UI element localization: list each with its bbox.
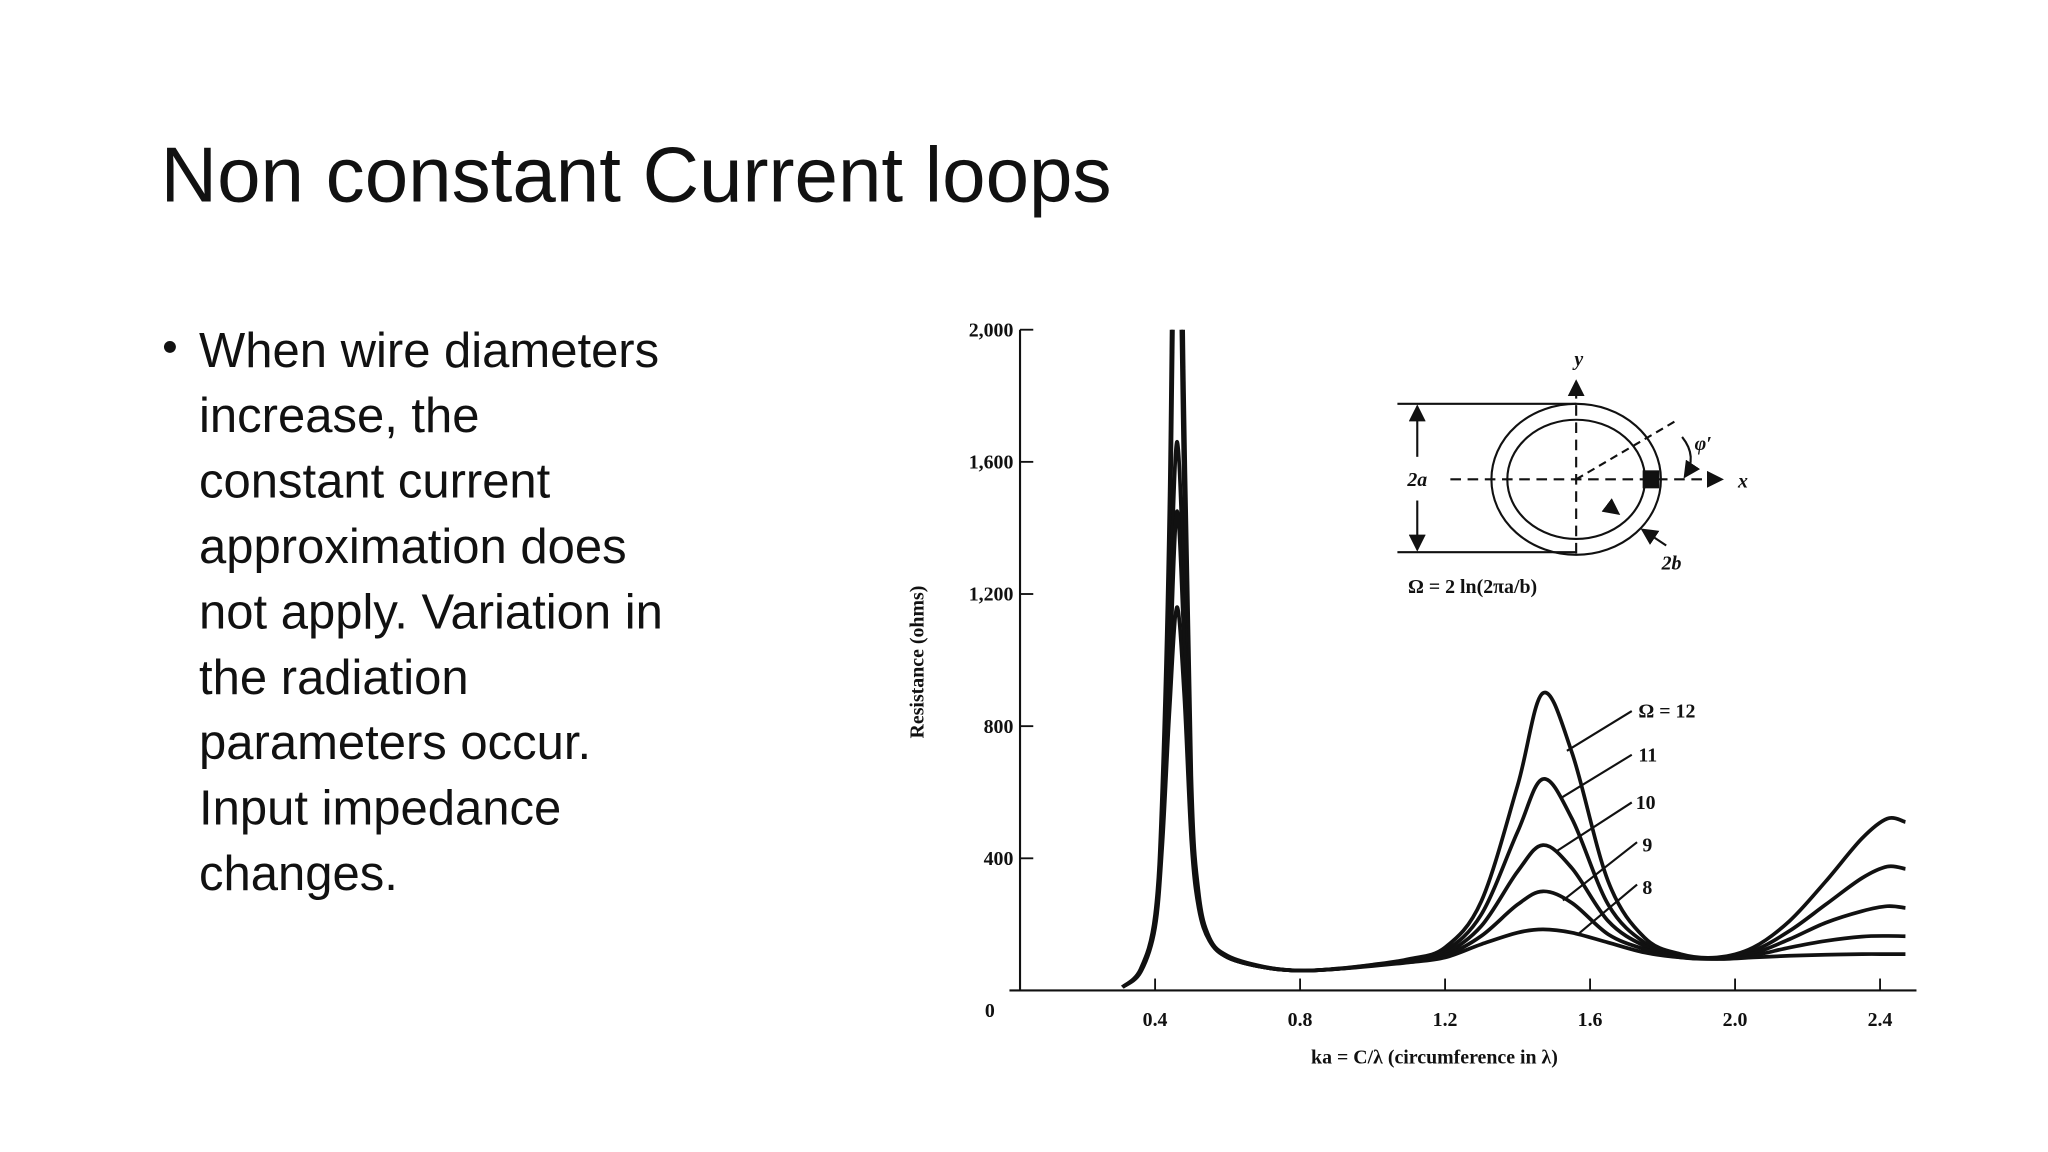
bullet-dot <box>163 340 176 353</box>
bullet-text: approximation does <box>199 520 627 574</box>
series-label: Ω = 12 <box>1638 701 1695 723</box>
bullet-text: When wire diameters <box>199 324 659 378</box>
inset-label: y <box>1572 348 1583 370</box>
x-tick-label: 1.6 <box>1578 1009 1603 1031</box>
bullet-text: changes. <box>199 847 398 901</box>
data-line <box>1121 329 1906 989</box>
bullet-text: constant current <box>199 455 551 509</box>
bullet-text: increase, the <box>199 389 479 443</box>
x-tick-label: 0.4 <box>1143 1009 1168 1031</box>
slide-title: Non constant Current loops <box>161 130 1112 218</box>
y-tick-label: 2,000 <box>969 319 1014 341</box>
bullet-text: Input impedance <box>199 782 561 836</box>
y-tick-label: 0 <box>985 1000 995 1022</box>
x-tick-label: 2.0 <box>1723 1009 1748 1031</box>
bullet-text: the radiation <box>199 651 469 705</box>
y-tick-label: 1,600 <box>969 451 1014 473</box>
inset-label: 2a <box>1406 469 1427 491</box>
y-tick-label: 400 <box>984 848 1014 870</box>
y-axis-label: Resistance (ohms) <box>906 586 928 739</box>
y-tick-label: 800 <box>984 716 1014 738</box>
plot-area <box>1121 329 1906 989</box>
inset-label: 2b <box>1661 552 1682 574</box>
inset-diagram <box>1397 379 1724 935</box>
y-tick-label: 1,200 <box>969 584 1014 606</box>
inset-formula: Ω = 2 ln(2πa/b) <box>1408 576 1537 598</box>
inset-label: x <box>1737 470 1748 492</box>
series-label: 11 <box>1638 744 1657 766</box>
series-label: 8 <box>1642 877 1652 899</box>
inset-label: φ′ <box>1695 433 1712 455</box>
x-axis-label: ka = C/λ (circumference in λ) <box>1311 1046 1558 1068</box>
series-label: 9 <box>1642 834 1652 856</box>
x-tick-label: 2.4 <box>1868 1009 1893 1031</box>
bullet-text: parameters occur. <box>199 716 591 770</box>
data-line <box>1121 605 1906 989</box>
x-tick-label: 0.8 <box>1288 1009 1313 1031</box>
bullet-text: not apply. Variation in <box>199 585 663 639</box>
series-label: 10 <box>1636 792 1656 814</box>
x-tick-label: 1.2 <box>1433 1009 1458 1031</box>
